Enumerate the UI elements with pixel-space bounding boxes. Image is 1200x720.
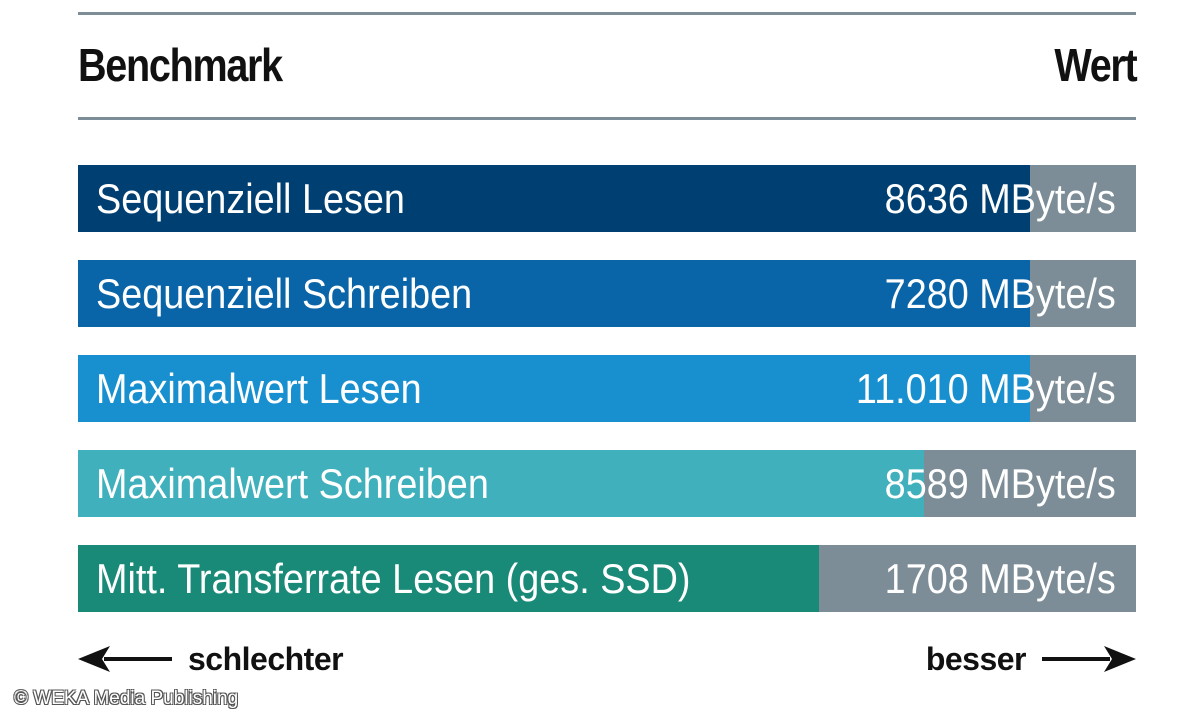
bar-row: Mitt. Transferrate Lesen (ges. SSD) 1708 …: [78, 545, 1136, 612]
bar-label: Sequenziell Schreiben: [96, 270, 473, 317]
bar-label: Sequenziell Lesen: [96, 175, 405, 222]
bar-row: Sequenziell Schreiben 7280 MByte/s: [78, 260, 1136, 327]
bar-fill: [78, 165, 1031, 232]
bar-label: Mitt. Transferrate Lesen (ges. SSD): [96, 555, 691, 602]
bar-value: 7280 MByte/s: [884, 270, 1116, 317]
top-rule: [78, 12, 1136, 15]
bar-value: 11.010 MByte/s: [856, 365, 1116, 412]
header-rule: [78, 117, 1136, 120]
bar-value: 1708 MByte/s: [884, 555, 1116, 602]
bar-row: Maximalwert Schreiben 8589 MByte/s: [78, 450, 1136, 517]
better-indicator: besser: [926, 637, 1136, 681]
bar-label: Maximalwert Lesen: [96, 365, 422, 412]
bar-fill: [78, 450, 925, 517]
bar-fill: [78, 545, 819, 612]
worse-indicator: schlechter: [78, 637, 344, 681]
bar-fill: [78, 355, 1031, 422]
column-header-benchmark: Benchmark: [78, 39, 283, 91]
bar-row: Maximalwert Lesen 11.010 MByte/s: [78, 355, 1136, 422]
arrow-left-icon: [78, 644, 174, 674]
better-label: besser: [925, 640, 1027, 677]
bar-value: 8589 MByte/s: [884, 460, 1116, 507]
copyright-notice: © WEKA Media Publishing: [14, 688, 239, 709]
worse-label: schlechter: [188, 640, 344, 677]
bar-label: Maximalwert Schreiben: [96, 460, 489, 507]
column-header-value: Wert: [1053, 39, 1137, 91]
bar-row: Sequenziell Lesen 8636 MByte/s: [78, 165, 1136, 232]
arrow-right-icon: [1040, 644, 1136, 674]
bar-fill: [78, 260, 1031, 327]
bar-value: 8636 MByte/s: [884, 175, 1116, 222]
